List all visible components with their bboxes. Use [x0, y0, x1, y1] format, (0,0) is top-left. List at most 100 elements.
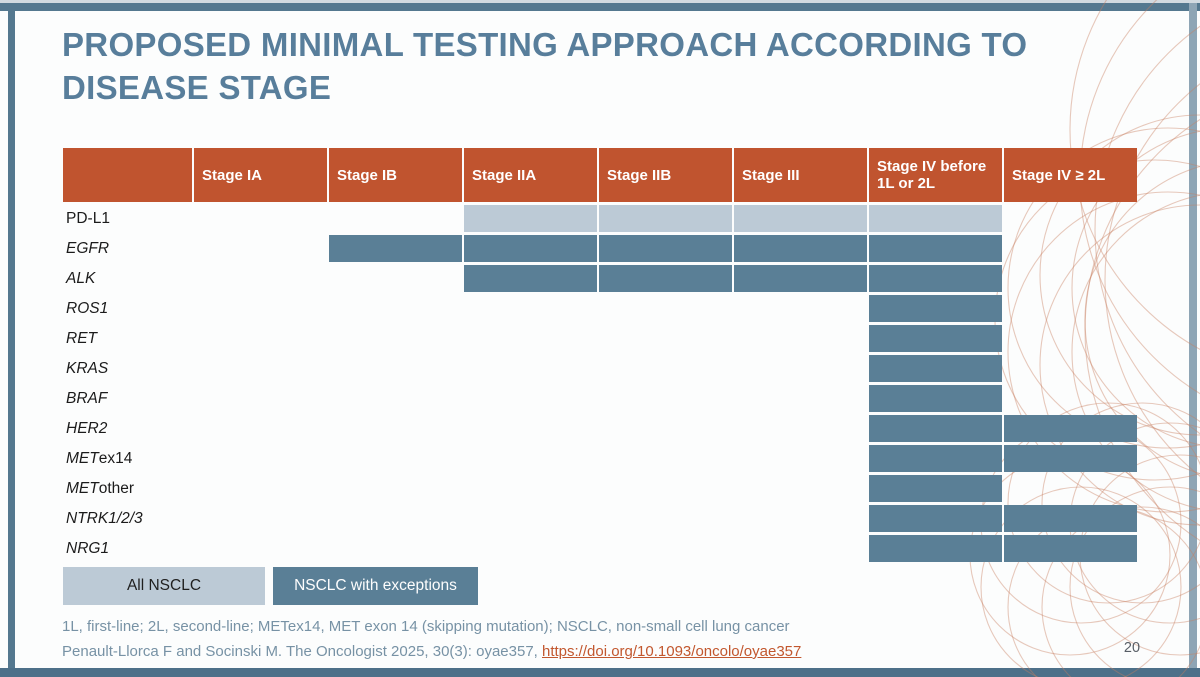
stage-cell	[869, 235, 1002, 262]
stage-cell	[1004, 265, 1137, 292]
page-number: 20	[1123, 640, 1141, 656]
column-header: Stage IB	[329, 148, 462, 202]
stage-cell	[1004, 445, 1137, 472]
stage-cell	[734, 235, 867, 262]
stage-cell	[599, 265, 732, 292]
stage-cell	[194, 265, 327, 292]
stage-cell	[194, 325, 327, 352]
doi-link[interactable]: https://doi.org/10.1093/oncolo/oyae357	[542, 643, 802, 660]
stage-cell	[869, 355, 1002, 382]
stage-cell	[329, 265, 462, 292]
legend-nsclc-with-exceptions: NSCLC with exceptions	[273, 567, 478, 605]
stage-cell	[1004, 415, 1137, 442]
row-label: MET ex14	[66, 449, 133, 467]
stage-cell	[194, 385, 327, 412]
stage-cell	[1004, 505, 1137, 532]
stage-cell	[194, 505, 327, 532]
footer: 1L, first-line; 2L, second-line; METex14…	[62, 614, 801, 664]
stage-cell	[869, 475, 1002, 502]
column-header: Stage IV before 1L or 2L	[869, 148, 1002, 202]
stage-cell	[329, 475, 462, 502]
row-label: MET other	[66, 479, 135, 497]
slide-border-left	[8, 3, 15, 668]
stage-cell	[1004, 355, 1137, 382]
stage-cell	[1004, 535, 1137, 562]
stage-cell	[464, 265, 597, 292]
stage-cell	[329, 535, 462, 562]
stage-cell	[464, 415, 597, 442]
corner-header	[63, 148, 192, 202]
stage-cell	[734, 505, 867, 532]
stage-cell	[194, 415, 327, 442]
stage-cell	[599, 355, 732, 382]
stage-cell	[464, 205, 597, 232]
column-header: Stage III	[734, 148, 867, 202]
stage-cell	[464, 535, 597, 562]
stage-cell	[869, 415, 1002, 442]
row-label: ALK	[66, 269, 96, 287]
stage-cell	[734, 295, 867, 322]
stage-cell	[194, 535, 327, 562]
stage-cell	[194, 235, 327, 262]
stage-cell	[599, 475, 732, 502]
stage-cell	[734, 385, 867, 412]
stage-cell	[599, 445, 732, 472]
row-label: NRG1	[66, 539, 110, 557]
column-header: Stage IV ≥ 2L	[1004, 148, 1137, 202]
column-header: Stage IIA	[464, 148, 597, 202]
stage-cell	[869, 325, 1002, 352]
window-top-edge	[0, 0, 1200, 3]
legend-nsclc-with-exceptions-label: NSCLC with exceptions	[294, 577, 457, 594]
stage-cell	[464, 355, 597, 382]
legend-all-nsclc-label: All NSCLC	[126, 577, 202, 594]
stage-cell	[1004, 385, 1137, 412]
row-label: HER2	[66, 419, 108, 437]
stage-cell	[869, 265, 1002, 292]
stage-cell	[734, 325, 867, 352]
stage-cell	[734, 475, 867, 502]
stage-cell	[1004, 295, 1137, 322]
slide-border-right	[1189, 3, 1197, 668]
stage-cell	[734, 265, 867, 292]
stage-cell	[1004, 235, 1137, 262]
stage-cell	[734, 535, 867, 562]
stage-cell	[599, 385, 732, 412]
stage-cell	[329, 445, 462, 472]
stage-cell	[329, 325, 462, 352]
stage-cell	[734, 355, 867, 382]
stage-cell	[194, 205, 327, 232]
row-label: BRAF	[66, 389, 108, 407]
stage-cell	[869, 445, 1002, 472]
column-header: Stage IIB	[599, 148, 732, 202]
stage-cell	[599, 505, 732, 532]
slide-border-top	[0, 3, 1200, 11]
stage-cell	[599, 235, 732, 262]
row-label: RET	[66, 329, 97, 347]
stage-cell	[194, 445, 327, 472]
stage-cell	[599, 205, 732, 232]
citation-text: Penault-Llorca F and Socinski M. The Onc…	[62, 643, 542, 660]
stage-cell	[329, 205, 462, 232]
stage-cell	[329, 355, 462, 382]
stage-cell	[734, 205, 867, 232]
row-label: KRAS	[66, 359, 109, 377]
stage-cell	[329, 235, 462, 262]
row-label: PD-L1	[66, 209, 110, 227]
stage-cell	[464, 295, 597, 322]
stage-cell	[599, 535, 732, 562]
stage-cell	[464, 505, 597, 532]
stage-cell	[329, 415, 462, 442]
citation-line: Penault-Llorca F and Socinski M. The Onc…	[62, 639, 801, 664]
row-label: NTRK1/2/3	[66, 509, 143, 527]
stage-cell	[599, 325, 732, 352]
stage-cell	[329, 295, 462, 322]
stage-table: Stage IA Stage IB Stage IIA Stage IIB Stage …	[63, 148, 1137, 562]
guilloche-pattern	[969, 0, 1200, 677]
stage-cell	[869, 295, 1002, 322]
stage-cell	[464, 385, 597, 412]
slide-title: PROPOSED MINIMAL TESTING APPROACH ACCORD…	[62, 26, 1028, 106]
stage-cell	[329, 385, 462, 412]
stage-cell	[1004, 205, 1137, 232]
stage-cell	[194, 295, 327, 322]
stage-cell	[599, 415, 732, 442]
